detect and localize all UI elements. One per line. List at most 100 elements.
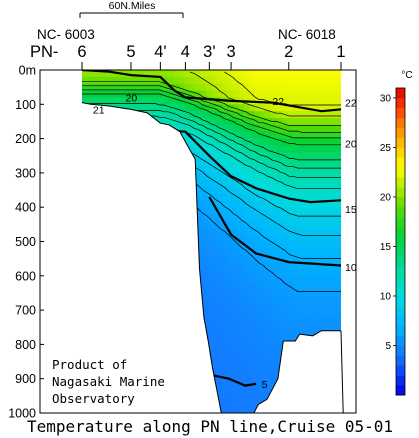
heat-cell xyxy=(314,385,321,394)
heat-cell xyxy=(92,83,99,92)
heat-cell xyxy=(146,214,153,222)
heat-cell xyxy=(98,310,105,318)
station-label: 1 xyxy=(336,43,345,61)
heat-cell xyxy=(270,97,277,105)
heat-cell xyxy=(173,207,180,215)
heat-cell xyxy=(130,152,137,160)
heat-cell xyxy=(211,330,218,339)
heat-cell xyxy=(200,378,207,387)
heat-cell xyxy=(276,351,283,359)
heat-cell xyxy=(243,220,250,229)
heat-cell xyxy=(243,371,250,380)
heat-cell xyxy=(162,310,169,318)
heat-cell xyxy=(308,76,315,85)
heat-cell xyxy=(281,90,288,99)
heat-cell xyxy=(92,268,99,277)
heat-cell xyxy=(319,378,326,387)
heat-cell xyxy=(335,214,341,222)
heat-cell xyxy=(179,166,186,174)
heat-cell xyxy=(157,344,164,352)
heat-cell xyxy=(189,364,196,373)
heat-cell xyxy=(227,76,234,85)
heat-cell xyxy=(238,214,245,222)
heat-cell xyxy=(297,344,304,352)
heat-cell xyxy=(195,406,202,413)
heat-cell xyxy=(287,296,294,304)
heat-cell xyxy=(308,303,315,311)
heat-cell xyxy=(125,344,132,352)
heat-cell xyxy=(292,275,299,284)
heat-cell xyxy=(119,282,126,291)
heat-cell xyxy=(130,83,137,92)
heat-cell xyxy=(281,118,288,126)
heat-cell xyxy=(211,399,218,407)
heat-cell xyxy=(335,166,341,174)
heat-cell xyxy=(265,159,272,167)
heat-cell xyxy=(292,289,299,297)
heat-cell xyxy=(135,310,142,318)
heat-cell xyxy=(146,337,153,345)
heat-cell xyxy=(297,70,304,78)
heat-cell xyxy=(179,186,186,195)
heat-cell xyxy=(103,234,110,243)
heat-cell xyxy=(189,268,196,277)
heat-cell xyxy=(82,310,88,318)
heat-cell xyxy=(87,296,94,304)
heat-cell xyxy=(287,406,294,413)
heat-cell xyxy=(297,172,304,181)
heat-cell xyxy=(335,310,341,318)
heat-cell xyxy=(200,282,207,291)
heat-cell xyxy=(173,371,180,380)
heat-cell xyxy=(189,262,196,270)
heat-cell xyxy=(108,330,115,339)
heat-cell xyxy=(189,138,196,147)
heat-cell xyxy=(103,159,110,167)
heat-cell xyxy=(206,138,213,147)
heat-cell xyxy=(195,330,202,339)
colorbar-cell xyxy=(396,355,405,366)
heat-cell xyxy=(108,234,115,243)
heat-cell xyxy=(119,214,126,222)
heat-cell xyxy=(233,316,240,325)
heat-cell xyxy=(227,385,234,394)
heat-cell xyxy=(281,220,288,229)
heat-cell xyxy=(260,179,267,188)
heat-cell xyxy=(108,159,115,167)
heat-cell xyxy=(200,179,207,188)
heat-cell xyxy=(98,172,105,181)
heat-cell xyxy=(281,124,288,133)
heat-cell xyxy=(195,172,202,181)
heat-cell xyxy=(227,234,234,243)
heat-cell xyxy=(249,337,256,345)
heat-cell xyxy=(173,200,180,208)
heat-cell xyxy=(308,90,315,99)
heat-cell xyxy=(157,406,164,413)
heat-cell xyxy=(314,323,321,332)
heat-cell xyxy=(103,76,110,85)
heat-cell xyxy=(173,262,180,270)
heat-cell xyxy=(276,131,283,140)
heat-cell xyxy=(243,351,250,359)
colorbar-cell xyxy=(396,97,405,109)
heat-cell xyxy=(87,282,94,291)
heat-cell xyxy=(216,97,223,105)
heat-cell xyxy=(211,159,218,167)
colorbar-tick-label: 10 xyxy=(380,291,392,302)
heat-cell xyxy=(179,262,186,270)
heat-cell xyxy=(216,138,223,147)
heat-cell xyxy=(130,241,137,249)
heat-cell xyxy=(276,358,283,366)
heat-cell xyxy=(319,310,326,318)
heat-cell xyxy=(303,310,310,318)
heat-cell xyxy=(206,323,213,332)
heat-cell xyxy=(130,310,137,318)
heat-cell xyxy=(87,248,94,256)
heat-cell xyxy=(216,186,223,195)
heat-cell xyxy=(189,172,196,181)
heat-cell xyxy=(227,124,234,133)
heat-cell xyxy=(114,248,121,256)
heat-cell xyxy=(130,104,137,112)
heat-cell xyxy=(276,152,283,160)
heat-cell xyxy=(216,234,223,243)
heat-cell xyxy=(216,166,223,174)
